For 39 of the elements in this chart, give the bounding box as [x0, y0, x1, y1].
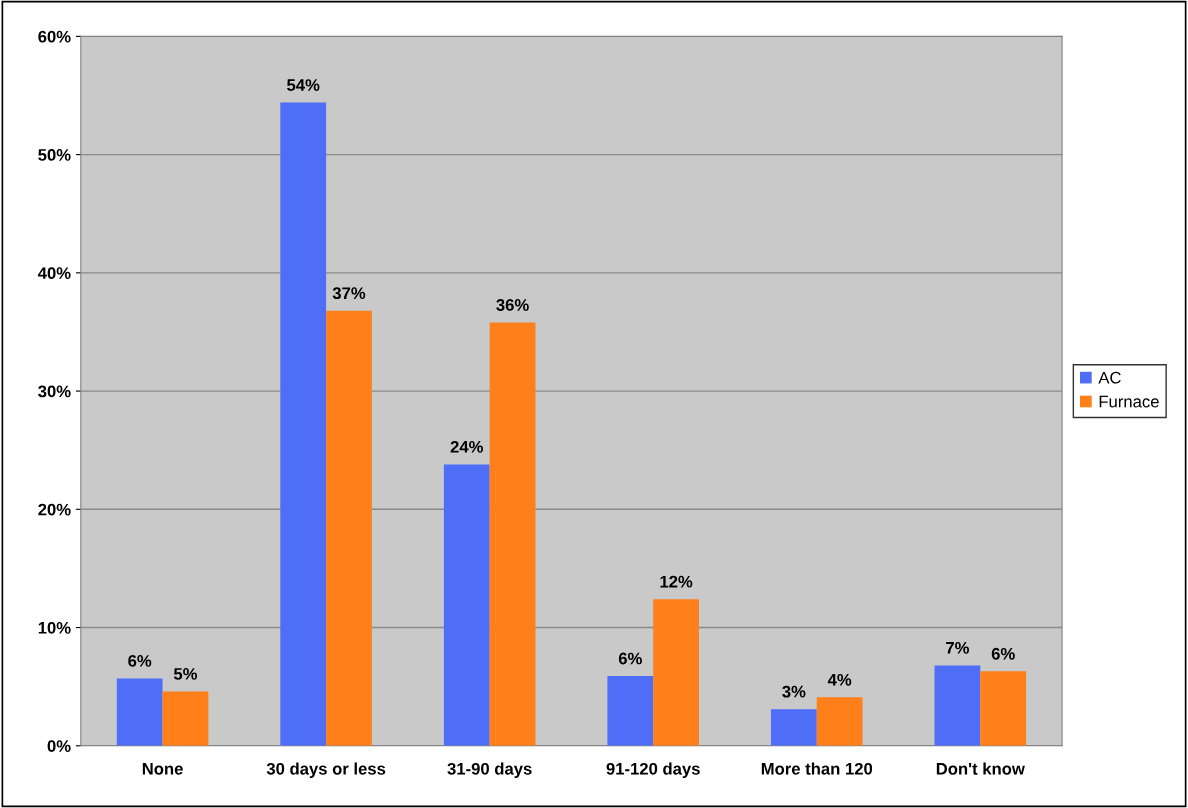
data-label: 36% — [496, 299, 529, 311]
y-tick-label: 0% — [47, 740, 71, 752]
x-tick-label: None — [142, 763, 183, 775]
data-label: 6% — [128, 654, 152, 667]
y-tick-label: 50% — [38, 149, 71, 161]
x-tick-label: More than 120 — [761, 762, 873, 775]
y-tick-label: 60% — [38, 30, 71, 43]
legend-label: AC — [1098, 371, 1121, 384]
x-tick-label: 30 days or less — [266, 762, 386, 778]
data-label: 54% — [287, 79, 320, 91]
bar — [162, 691, 209, 746]
bar — [653, 599, 699, 746]
y-tick-label: 10% — [38, 621, 71, 634]
data-label: 37% — [332, 287, 366, 300]
y-tick-label: 20% — [38, 503, 71, 516]
data-label: 4% — [827, 673, 852, 686]
bar — [607, 676, 654, 746]
bar — [770, 709, 817, 746]
bar — [489, 322, 536, 746]
data-label: 6% — [991, 647, 1015, 660]
bar — [980, 671, 1027, 746]
bar — [443, 464, 490, 746]
bar — [934, 665, 981, 746]
data-label: 3% — [782, 685, 806, 698]
bar — [116, 678, 163, 746]
legend-label: Furnace — [1099, 395, 1159, 408]
bar — [280, 102, 327, 746]
bar — [816, 697, 863, 746]
x-tick-label: Don't know — [936, 762, 1025, 775]
bar — [326, 310, 372, 746]
y-tick-label: 40% — [37, 267, 71, 280]
data-label: 24% — [450, 440, 483, 453]
x-tick-label: 91-120 days — [606, 762, 700, 778]
data-label: 6% — [618, 652, 642, 665]
data-label: 12% — [660, 575, 693, 588]
y-tick-label: 30% — [38, 385, 71, 398]
data-label: 7% — [946, 641, 970, 654]
x-tick-label: 31-90 days — [447, 762, 532, 778]
data-label: 5% — [173, 668, 198, 680]
